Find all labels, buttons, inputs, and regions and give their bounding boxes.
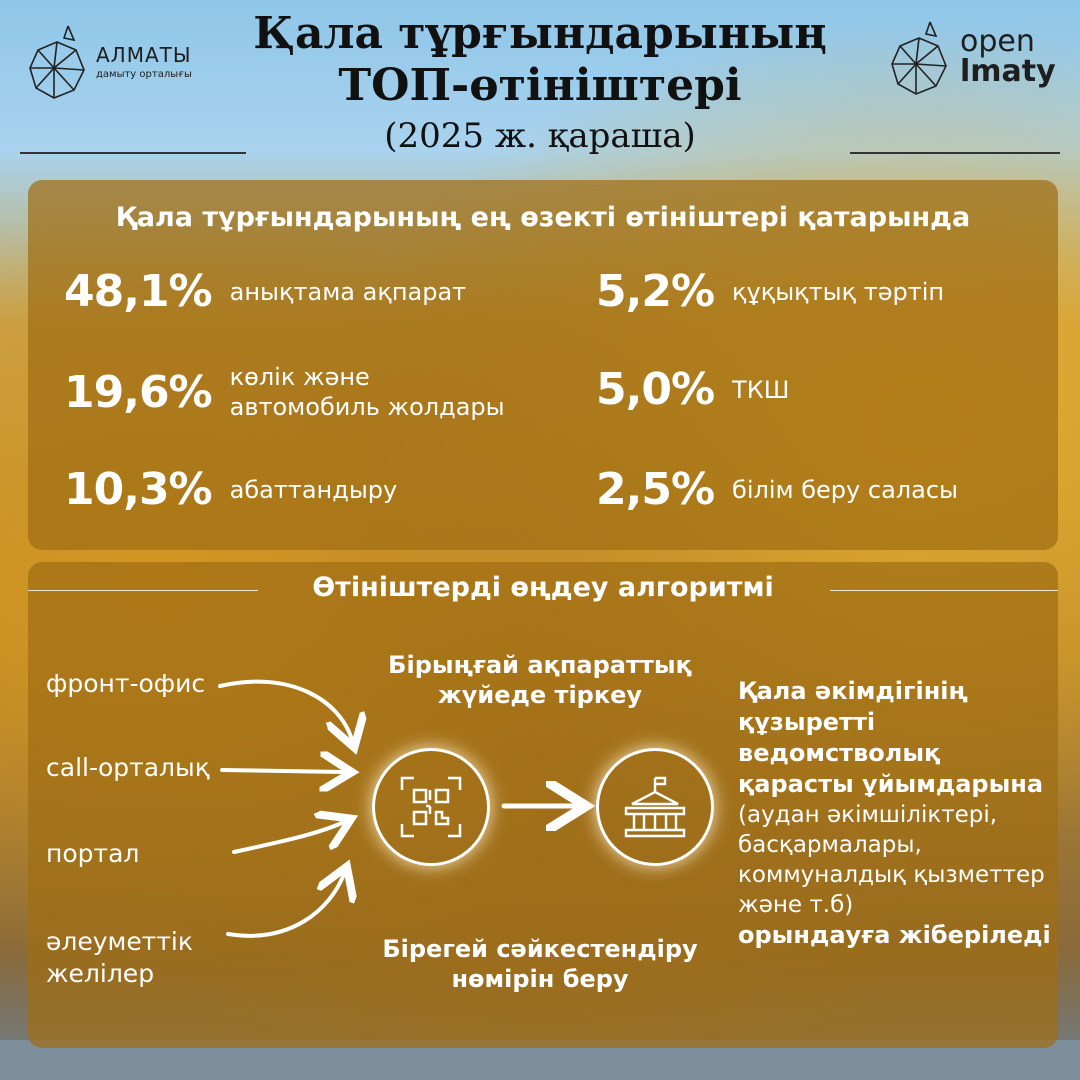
stat-item: 10,3% абаттандыру <box>64 464 397 515</box>
step-id-line: Бірегей сәйкестендіру <box>382 935 698 963</box>
almaty-logo-sub: дамыту орталығы <box>96 68 192 80</box>
stat-item: 5,0% ТКШ <box>596 364 789 415</box>
step-register-line: Бірыңғай ақпараттық <box>388 651 692 679</box>
open-logo-line1: open <box>960 24 1035 59</box>
title-divider-left <box>20 152 246 154</box>
arrow-call-center <box>220 770 344 772</box>
open-logo-line2: lmaty <box>960 54 1056 89</box>
destination-line: және т.б) <box>738 892 854 918</box>
stat-label-line: автомобиль жолдары <box>229 393 505 421</box>
step-register: Бірыңғай ақпараттық жүйеде тіркеу <box>340 650 740 710</box>
stat-item: 19,6% көлік және автомобиль жолдары <box>64 362 505 422</box>
stat-item: 48,1% анықтама ақпарат <box>64 266 466 317</box>
open-almaty-polygon-icon <box>891 21 947 95</box>
destination-bold-line: қарасты ұйымдарына <box>738 770 1044 798</box>
arrow-portal <box>232 822 344 854</box>
stat-label: көлік және автомобиль жолдары <box>230 362 505 422</box>
government-building-circle <box>596 748 714 866</box>
title-divider-right <box>850 152 1060 154</box>
destination-line: коммуналдық қызметтер <box>738 862 1045 888</box>
source-portal: портал <box>46 839 140 868</box>
stat-percent: 2,5% <box>596 464 715 515</box>
source-social: әлеуметтік желілер <box>46 926 193 990</box>
destination-bold-line: ведомстволық <box>738 739 941 767</box>
stat-percent: 5,2% <box>596 266 715 317</box>
title-line2: ТОП-өтініштері <box>338 60 742 111</box>
qr-code-circle <box>372 748 490 866</box>
stat-item: 5,2% құқықтық тәртіп <box>596 266 944 317</box>
destination-bold-line: құзыретті <box>738 708 876 736</box>
top-requests-heading: Қала тұрғындарының ең өзекті өтініштері … <box>115 202 971 233</box>
government-building-icon <box>624 776 686 838</box>
destination-bold-line: Қала әкімдігінің <box>738 677 968 705</box>
destination-line: басқармалары, <box>738 832 922 858</box>
arrow-social <box>226 874 344 938</box>
page-title: Қала тұрғындарының ТОП-өтініштері <box>200 8 880 112</box>
stat-label-line: көлік және <box>229 363 370 391</box>
step-register-line: жүйеде тіркеу <box>437 681 643 709</box>
arrow-front-office <box>218 679 352 740</box>
stat-label: білім беру саласы <box>732 475 958 504</box>
destination-text: Қала әкімдігінің құзыретті ведомстволық … <box>738 676 1058 951</box>
algorithm-heading: Өтініштерді өңдеу алгоритмі <box>312 572 774 603</box>
step-id: Бірегей сәйкестендіру нөмірін беру <box>340 934 740 994</box>
source-social-line: әлеуметтік <box>46 927 193 956</box>
open-almaty-logo: open lmaty <box>884 14 1056 100</box>
title-line1: Қала тұрғындарының <box>253 8 827 59</box>
destination-final: орындауға жіберіледі <box>738 921 1051 949</box>
stat-percent: 10,3% <box>64 464 213 515</box>
top-requests-panel: Қала тұрғындарының ең өзекті өтініштері … <box>28 180 1058 550</box>
source-front-office: фронт-офис <box>46 669 206 698</box>
destination-line: (аудан әкімшіліктері, <box>738 802 998 828</box>
heading-divider-left <box>28 590 258 591</box>
page-subtitle: (2025 ж. қараша) <box>384 116 696 156</box>
qr-code-icon <box>400 776 462 838</box>
stat-label: құқықтық тәртіп <box>732 277 945 306</box>
stat-label: абаттандыру <box>229 475 398 504</box>
stat-item: 2,5% білім беру саласы <box>596 464 958 515</box>
stat-label: анықтама ақпарат <box>229 277 467 306</box>
step-id-line: нөмірін беру <box>451 965 629 993</box>
almaty-logo-name: АЛМАТЫ <box>96 42 192 67</box>
stat-percent: 48,1% <box>64 266 213 317</box>
almaty-logo: АЛМАТЫ дамыту орталығы <box>24 18 192 104</box>
stat-percent: 19,6% <box>64 366 213 418</box>
heading-divider-right <box>830 590 1058 591</box>
source-social-line: желілер <box>46 959 155 988</box>
almaty-polygon-icon <box>29 25 85 99</box>
stat-percent: 5,0% <box>596 364 715 415</box>
source-call-center: call-орталық <box>46 753 210 782</box>
stat-label: ТКШ <box>732 375 790 404</box>
